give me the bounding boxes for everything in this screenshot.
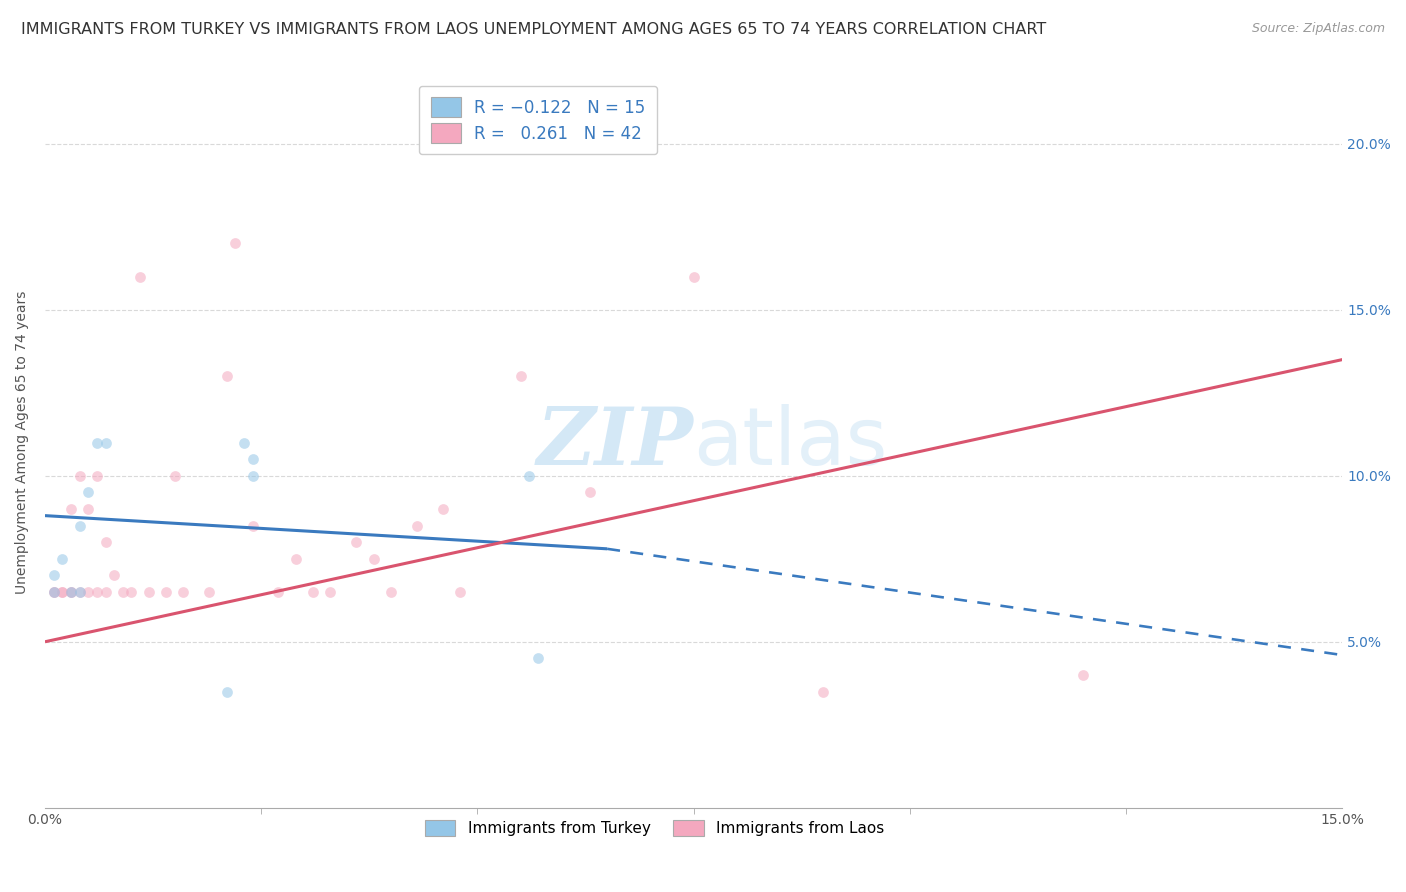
- Text: atlas: atlas: [693, 403, 889, 482]
- Legend: Immigrants from Turkey, Immigrants from Laos: Immigrants from Turkey, Immigrants from …: [418, 813, 893, 844]
- Immigrants from Laos: [103, 568, 125, 582]
- Immigrants from Turkey: [232, 435, 254, 450]
- Immigrants from Laos: [509, 369, 531, 384]
- Immigrants from Laos: [59, 502, 82, 516]
- Immigrants from Laos: [94, 585, 117, 599]
- Immigrants from Laos: [77, 502, 100, 516]
- Immigrants from Laos: [284, 551, 307, 566]
- Immigrants from Turkey: [69, 585, 91, 599]
- Immigrants from Turkey: [86, 435, 108, 450]
- Immigrants from Laos: [224, 236, 246, 251]
- Immigrants from Turkey: [94, 435, 117, 450]
- Immigrants from Turkey: [42, 585, 65, 599]
- Immigrants from Laos: [51, 585, 73, 599]
- Immigrants from Laos: [242, 518, 264, 533]
- Immigrants from Turkey: [59, 585, 82, 599]
- Immigrants from Laos: [42, 585, 65, 599]
- Y-axis label: Unemployment Among Ages 65 to 74 years: Unemployment Among Ages 65 to 74 years: [15, 291, 30, 594]
- Immigrants from Laos: [344, 535, 367, 549]
- Immigrants from Laos: [163, 468, 186, 483]
- Immigrants from Laos: [267, 585, 290, 599]
- Immigrants from Laos: [813, 684, 835, 698]
- Immigrants from Laos: [319, 585, 342, 599]
- Immigrants from Laos: [138, 585, 160, 599]
- Immigrants from Laos: [1071, 668, 1094, 682]
- Immigrants from Laos: [405, 518, 427, 533]
- Immigrants from Laos: [129, 269, 152, 284]
- Immigrants from Laos: [363, 551, 385, 566]
- Immigrants from Laos: [449, 585, 471, 599]
- Immigrants from Turkey: [69, 518, 91, 533]
- Immigrants from Laos: [380, 585, 402, 599]
- Immigrants from Laos: [51, 585, 73, 599]
- Immigrants from Laos: [69, 585, 91, 599]
- Immigrants from Laos: [155, 585, 177, 599]
- Immigrants from Laos: [69, 468, 91, 483]
- Text: Source: ZipAtlas.com: Source: ZipAtlas.com: [1251, 22, 1385, 36]
- Immigrants from Laos: [172, 585, 194, 599]
- Text: IMMIGRANTS FROM TURKEY VS IMMIGRANTS FROM LAOS UNEMPLOYMENT AMONG AGES 65 TO 74 : IMMIGRANTS FROM TURKEY VS IMMIGRANTS FRO…: [21, 22, 1046, 37]
- Immigrants from Laos: [111, 585, 134, 599]
- Immigrants from Turkey: [242, 468, 264, 483]
- Immigrants from Laos: [77, 585, 100, 599]
- Immigrants from Turkey: [242, 452, 264, 467]
- Immigrants from Laos: [302, 585, 325, 599]
- Immigrants from Turkey: [51, 551, 73, 566]
- Immigrants from Laos: [94, 535, 117, 549]
- Immigrants from Turkey: [42, 568, 65, 582]
- Immigrants from Laos: [215, 369, 238, 384]
- Immigrants from Laos: [120, 585, 142, 599]
- Immigrants from Laos: [59, 585, 82, 599]
- Immigrants from Laos: [42, 585, 65, 599]
- Immigrants from Turkey: [517, 468, 540, 483]
- Immigrants from Laos: [86, 468, 108, 483]
- Immigrants from Turkey: [215, 684, 238, 698]
- Immigrants from Laos: [198, 585, 221, 599]
- Immigrants from Laos: [86, 585, 108, 599]
- Immigrants from Turkey: [527, 651, 550, 665]
- Immigrants from Laos: [59, 585, 82, 599]
- Immigrants from Turkey: [77, 485, 100, 500]
- Immigrants from Laos: [682, 269, 704, 284]
- Immigrants from Laos: [432, 502, 454, 516]
- Text: ZIP: ZIP: [537, 404, 693, 482]
- Immigrants from Laos: [579, 485, 602, 500]
